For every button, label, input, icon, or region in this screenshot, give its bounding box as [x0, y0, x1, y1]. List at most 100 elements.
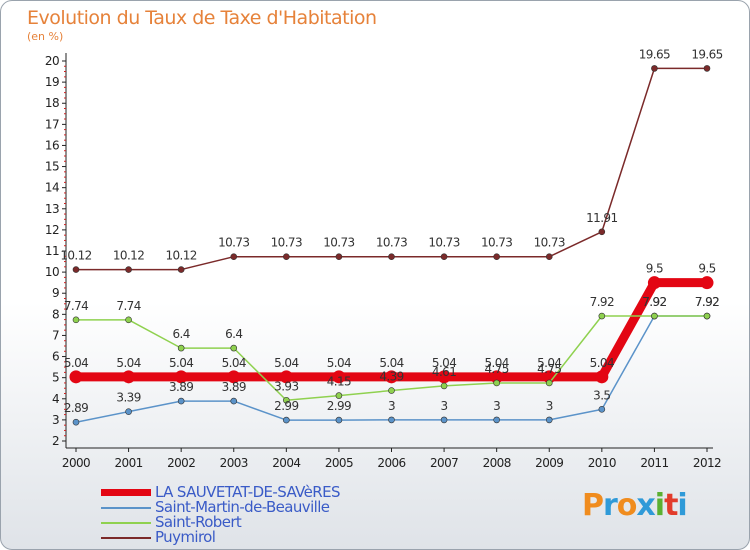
data-label: 10.12	[60, 249, 91, 263]
x-tick-label: 2009	[535, 456, 563, 470]
y-tick-label: 11	[45, 244, 59, 258]
data-point	[651, 312, 658, 320]
data-label: 2.99	[274, 399, 298, 413]
data-label: 4.75	[485, 362, 509, 376]
data-point	[388, 416, 395, 424]
data-label: 7.74	[64, 299, 88, 313]
x-tick-label: 2004	[272, 456, 300, 470]
data-point	[335, 253, 343, 260]
data-label: 7.92	[642, 295, 666, 309]
y-tick-label: 14	[45, 181, 59, 195]
data-point	[542, 370, 556, 384]
legend-swatch	[101, 489, 151, 496]
data-point	[125, 408, 132, 415]
data-label: 10.73	[534, 236, 565, 250]
y-tick-label: 19	[45, 75, 59, 89]
data-label: 5.04	[379, 356, 403, 370]
data-label: 19.65	[691, 47, 722, 61]
y-tick-label: 8	[52, 307, 59, 321]
data-label: 4.39	[379, 370, 403, 384]
data-point	[174, 370, 188, 384]
data-label: 19.65	[639, 47, 670, 61]
y-tick-label: 12	[45, 223, 59, 237]
y-tick-label: 16	[45, 138, 59, 152]
data-point	[490, 370, 504, 384]
data-point	[440, 416, 448, 424]
data-label: 5.04	[590, 356, 614, 370]
data-point	[125, 316, 132, 324]
data-point	[335, 392, 343, 399]
data-label: 10.73	[428, 236, 459, 250]
data-label: 10.73	[323, 236, 354, 250]
data-label: 3.93	[274, 379, 298, 393]
data-label: 5.04	[327, 356, 351, 370]
chart-unit: (en %)	[27, 30, 64, 43]
data-label: 4.61	[432, 365, 456, 379]
legend-item: LA SAUVETAT-DE-SAVèRES	[101, 485, 341, 500]
data-label: 9.5	[698, 262, 715, 276]
data-point	[283, 396, 290, 404]
data-label: 3	[493, 399, 500, 413]
data-point	[437, 370, 451, 384]
data-point	[440, 253, 448, 260]
data-label: 5.04	[274, 356, 298, 370]
data-point	[493, 253, 500, 260]
data-label: 3.39	[116, 391, 140, 405]
data-point	[493, 416, 500, 424]
data-point	[230, 253, 238, 260]
data-point	[69, 370, 83, 384]
data-label: 10.73	[218, 236, 249, 250]
data-label: 5.04	[222, 356, 246, 370]
legend-label: Saint-Robert	[155, 513, 242, 531]
data-label: 5.04	[537, 356, 561, 370]
data-point	[279, 370, 293, 384]
x-tick-label: 2006	[377, 456, 405, 470]
data-point	[703, 312, 711, 320]
data-label: 7.92	[695, 295, 719, 309]
data-point	[177, 344, 185, 352]
data-point	[72, 316, 80, 324]
data-label: 2.99	[327, 399, 351, 413]
legend-label: Saint-Martin-de-Beauville	[155, 498, 330, 516]
data-point	[177, 397, 185, 405]
data-label: 10.73	[271, 236, 302, 250]
y-tick-label: 15	[45, 160, 59, 174]
data-point	[545, 416, 553, 424]
x-tick-label: 2007	[430, 456, 458, 470]
data-point	[230, 344, 238, 352]
data-label: 10.73	[376, 236, 407, 250]
data-label: 3	[546, 399, 553, 413]
data-label: 5.04	[64, 356, 88, 370]
y-tick-label: 7	[52, 328, 59, 342]
data-point	[125, 266, 132, 273]
y-tick-label: 9	[52, 286, 59, 300]
data-label: 3.89	[169, 380, 193, 394]
y-tick-label: 18	[45, 96, 59, 110]
y-tick-label: 10	[45, 265, 59, 279]
data-label: 6.4	[173, 327, 190, 341]
y-tick-label: 2	[52, 434, 59, 448]
data-label: 10.73	[481, 236, 512, 250]
data-point	[332, 370, 346, 384]
data-label: 5.04	[485, 356, 509, 370]
y-tick-label: 13	[45, 202, 59, 216]
data-label: 10.12	[165, 249, 196, 263]
data-label: 9.5	[646, 262, 663, 276]
data-point	[230, 397, 238, 405]
data-label: 5.04	[169, 356, 193, 370]
x-tick-label: 2005	[325, 456, 353, 470]
data-point	[598, 406, 606, 413]
y-tick-label: 6	[52, 350, 59, 364]
data-point	[595, 370, 609, 384]
data-point	[651, 65, 658, 72]
y-tick-label: 3	[52, 413, 59, 427]
legend-swatch	[101, 521, 151, 524]
x-tick-label: 2002	[167, 456, 195, 470]
y-tick-label: 5	[52, 371, 59, 385]
legend-label: Puymirol	[155, 528, 216, 546]
data-point	[703, 65, 711, 72]
legend-swatch	[101, 506, 151, 509]
data-label: 7.92	[642, 295, 666, 309]
legend-item: Saint-Martin-de-Beauville	[101, 500, 340, 515]
